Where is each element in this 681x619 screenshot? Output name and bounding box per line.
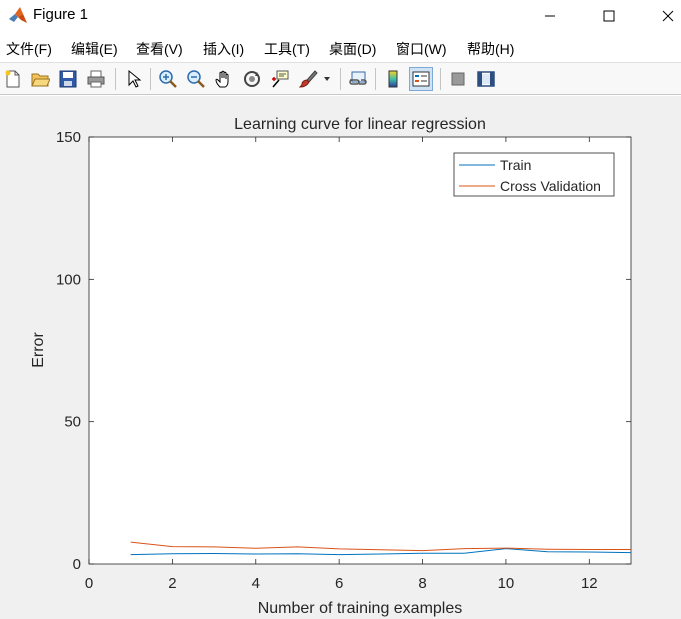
insert-legend-button[interactable] [409, 67, 433, 91]
new-figure-button[interactable] [1, 67, 25, 91]
legend-label-train: Train [500, 157, 531, 173]
matlab-logo-icon [9, 7, 27, 23]
figure-canvas[interactable]: Learning curve for linear regression Num… [0, 96, 681, 619]
menu-help[interactable]: 帮助(H) [467, 41, 515, 57]
minimize-icon [545, 15, 555, 17]
print-button[interactable] [84, 67, 108, 91]
new-figure-icon [5, 70, 20, 88]
edit-plot-button[interactable] [121, 67, 145, 91]
y-tick-label: 50 [64, 414, 81, 431]
close-button[interactable] [645, 0, 681, 32]
x-tick-label: 4 [252, 575, 260, 592]
pan-button[interactable] [212, 67, 236, 91]
show-plot-tools-button[interactable] [474, 67, 498, 91]
x-tick-label: 10 [498, 575, 515, 592]
toolbar-separator [440, 68, 441, 90]
menu-bar: 文件(F) 编辑(E) 查看(V) 插入(I) 工具(T) 桌面(D) 窗口(W… [0, 36, 681, 60]
learning-curve-plot: Learning curve for linear regression Num… [30, 116, 632, 617]
hide-plot-tools-button[interactable] [446, 67, 470, 91]
brush-icon [298, 70, 318, 88]
close-icon [662, 10, 674, 22]
chevron-down-icon [324, 77, 330, 81]
menu-file[interactable]: 文件(F) [6, 41, 52, 57]
toolbar-separator [340, 68, 341, 90]
save-button[interactable] [56, 67, 80, 91]
menu-view[interactable]: 查看(V) [136, 41, 183, 57]
insert-legend-icon [412, 71, 430, 87]
toolbar-separator [375, 68, 376, 90]
link-plot-icon [349, 71, 367, 85]
open-file-icon [31, 73, 50, 87]
edit-plot-pointer-icon [128, 69, 142, 88]
y-tick-label: 100 [56, 271, 81, 288]
maximize-button[interactable] [586, 0, 632, 32]
rotate-3d-button[interactable] [240, 67, 264, 91]
insert-colorbar-button[interactable] [381, 67, 405, 91]
zoom-in-button[interactable] [156, 67, 180, 91]
pan-hand-icon [215, 70, 229, 88]
series-line-train [130, 548, 632, 556]
menu-window[interactable]: 窗口(W) [396, 41, 447, 57]
legend: Train Cross Validation [453, 152, 615, 197]
zoom-in-icon [159, 70, 177, 88]
legend-label-cross-validation: Cross Validation [500, 178, 601, 194]
x-tick-label: 2 [168, 575, 176, 592]
x-tick-label: 6 [335, 575, 343, 592]
brush-dropdown[interactable] [320, 67, 334, 91]
zoom-out-button[interactable] [184, 67, 208, 91]
link-plot-button[interactable] [346, 67, 370, 91]
save-icon [59, 70, 77, 88]
toolbar-separator [115, 68, 116, 90]
x-tick-label: 12 [581, 575, 598, 592]
legend-box [453, 152, 615, 197]
data-cursor-button[interactable] [268, 67, 292, 91]
minimize-button[interactable] [527, 0, 573, 32]
maximize-icon [603, 10, 615, 22]
zoom-out-icon [187, 70, 205, 88]
menu-edit[interactable]: 编辑(E) [71, 41, 118, 57]
x-tick-label: 0 [85, 575, 93, 592]
title-bar: Figure 1 [0, 0, 681, 32]
brush-button[interactable] [296, 67, 320, 91]
chart-title: Learning curve for linear regression [234, 116, 486, 133]
toolbar-separator [150, 68, 151, 90]
menu-desktop[interactable]: 桌面(D) [329, 41, 377, 57]
insert-colorbar-icon [388, 70, 398, 88]
axes-box [88, 136, 632, 565]
y-tick-label: 150 [56, 129, 81, 146]
window-title: Figure 1 [33, 6, 89, 23]
series-line-cross-validation [130, 541, 631, 552]
x-axis-label: Number of training examples [258, 600, 463, 617]
y-tick-label: 0 [73, 556, 81, 573]
x-tick-label: 8 [418, 575, 426, 592]
y-axis-label: Error [30, 332, 47, 368]
rotate-3d-icon [244, 71, 260, 87]
menu-insert[interactable]: 插入(I) [203, 41, 245, 57]
hide-plot-tools-icon [451, 72, 465, 86]
print-icon [87, 70, 105, 88]
menu-tools[interactable]: 工具(T) [264, 41, 310, 57]
show-plot-tools-icon [477, 71, 495, 87]
open-file-button[interactable] [28, 67, 52, 91]
data-cursor-icon [272, 70, 289, 88]
figure-toolbar [0, 62, 681, 95]
